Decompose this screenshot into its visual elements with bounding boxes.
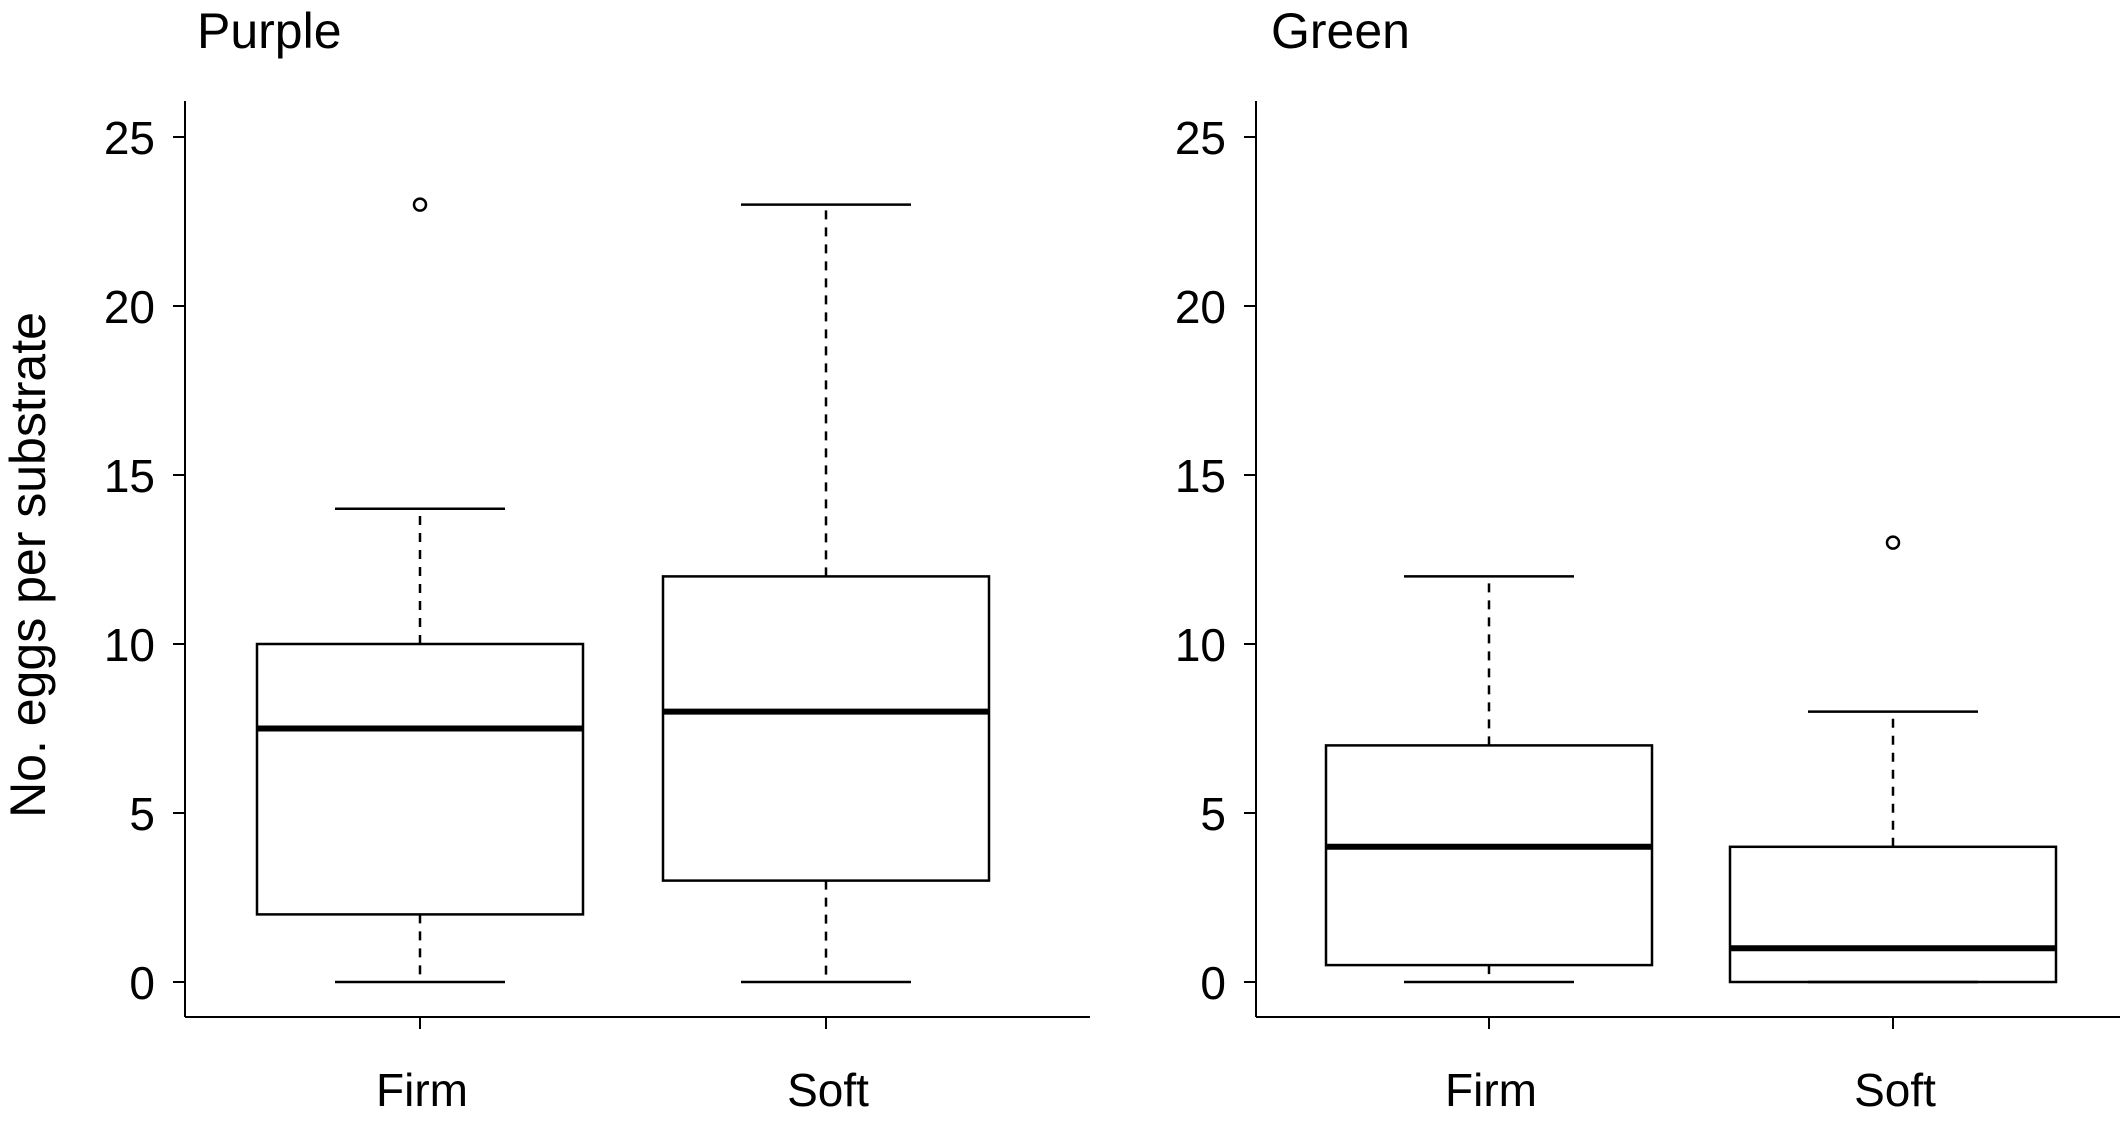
box-firm <box>1324 575 1654 984</box>
box-iqr <box>1728 845 2058 984</box>
box-soft <box>1728 535 2058 984</box>
y-tick-label: 15 <box>104 450 155 502</box>
x-tick-label: Firm <box>376 1064 468 1116</box>
y-tick-label: 5 <box>1200 788 1226 840</box>
panel-title: Purple <box>197 3 342 59</box>
y-tick-label: 0 <box>1200 957 1226 1009</box>
box-firm <box>255 197 585 984</box>
panel-green: Green 0 5 10 15 20 25 Firm Soft <box>1175 3 2120 1116</box>
panel-title: Green <box>1271 3 1410 59</box>
box-iqr <box>1324 744 1654 967</box>
y-tick-label: 20 <box>104 281 155 333</box>
box-iqr <box>661 575 991 882</box>
x-tick-label: Firm <box>1445 1064 1537 1116</box>
x-tick-label: Soft <box>787 1064 869 1116</box>
y-tick-label: 25 <box>1175 112 1226 164</box>
y-tick-label: 10 <box>104 619 155 671</box>
panel-purple: Purple 0 5 10 15 20 25 Firm Soft <box>104 3 1090 1116</box>
y-tick-label: 20 <box>1175 281 1226 333</box>
y-tick-label: 5 <box>129 788 155 840</box>
box-iqr <box>255 642 585 916</box>
outlier-point <box>1885 535 1901 550</box>
box-soft <box>661 203 991 984</box>
y-tick-label: 25 <box>104 112 155 164</box>
y-tick-label: 15 <box>1175 450 1226 502</box>
x-tick-label: Soft <box>1854 1064 1936 1116</box>
y-tick-label: 10 <box>1175 619 1226 671</box>
y-axis-label: No. eggs per substrate <box>0 312 56 818</box>
outlier-point <box>412 197 428 212</box>
y-tick-label: 0 <box>129 957 155 1009</box>
